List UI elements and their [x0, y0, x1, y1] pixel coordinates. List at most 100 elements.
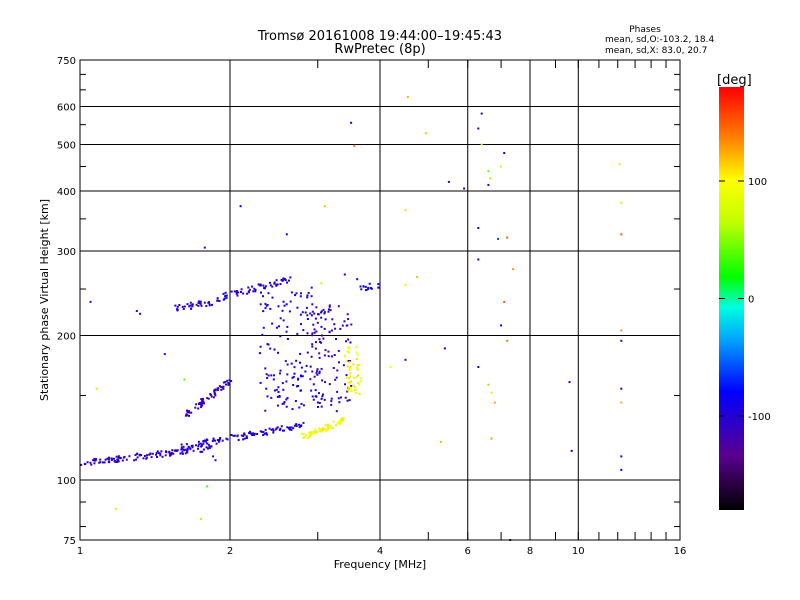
echo-point: [359, 380, 362, 383]
echo-point: [288, 310, 291, 313]
echo-point: [349, 365, 352, 368]
echo-point: [443, 347, 446, 350]
echo-point: [265, 373, 268, 376]
echo-point: [404, 209, 407, 212]
echo-point: [272, 429, 275, 432]
echo-point: [290, 362, 293, 365]
echo-point: [203, 402, 205, 405]
echo-point: [115, 455, 118, 458]
echo-point: [480, 143, 483, 146]
echo-point: [151, 452, 154, 455]
echo-point: [294, 400, 297, 402]
echo-point: [204, 439, 207, 442]
echo-point: [326, 426, 329, 429]
echo-point: [283, 304, 286, 307]
echo-point: [295, 359, 298, 362]
echo-point: [356, 382, 359, 384]
echo-point: [347, 381, 350, 384]
echo-point: [113, 457, 115, 460]
echo-point: [123, 455, 126, 458]
echo-point: [303, 436, 306, 439]
echo-point: [463, 187, 466, 190]
echo-point: [345, 359, 348, 362]
echo-point: [289, 276, 292, 279]
echo-point: [298, 423, 301, 426]
echo-point: [135, 458, 137, 461]
echo-point: [487, 183, 490, 186]
echo-point: [267, 292, 270, 295]
echo-point: [620, 455, 623, 458]
echo-point: [103, 461, 106, 464]
echo-point: [181, 447, 184, 450]
echo-point: [243, 433, 246, 436]
echo-point: [293, 424, 296, 427]
echo-point: [337, 421, 340, 424]
echo-point: [337, 305, 340, 308]
echo-point: [212, 455, 215, 458]
phase-stats-heading: Phases: [629, 25, 661, 35]
echo-point: [247, 286, 250, 289]
echo-point: [218, 385, 221, 388]
echo-point: [358, 383, 360, 386]
echo-point: [217, 387, 220, 390]
echo-point: [222, 292, 225, 295]
echo-point: [110, 457, 113, 460]
echo-point: [350, 380, 353, 383]
echo-point: [276, 404, 279, 407]
echo-point: [292, 375, 295, 378]
x-tick-label: 2: [227, 546, 233, 557]
echo-point: [280, 425, 283, 428]
echo-point: [310, 434, 312, 437]
echo-point: [284, 360, 287, 363]
echo-point: [305, 364, 308, 367]
echo-point: [346, 313, 349, 316]
echo-point: [199, 302, 202, 305]
echo-point: [275, 279, 278, 282]
echo-point: [335, 410, 338, 413]
echo-point: [246, 292, 249, 295]
echo-point: [250, 432, 252, 435]
echo-point: [318, 356, 321, 359]
echo-point: [212, 437, 215, 440]
x-tick-label: 4: [377, 546, 383, 557]
echo-point: [289, 300, 292, 303]
echo-point: [346, 350, 349, 353]
echo-point: [179, 452, 182, 455]
echo-point: [89, 300, 92, 303]
echo-point: [186, 451, 189, 454]
echo-point: [203, 301, 206, 304]
echo-point: [277, 351, 279, 354]
echo-point: [340, 417, 343, 420]
echo-point: [288, 279, 290, 282]
echo-point: [164, 450, 167, 453]
echo-point: [309, 312, 312, 315]
echo-point: [324, 349, 327, 352]
chart-title: Tromsø 20161008 19:44:00–19:45:43: [257, 29, 502, 44]
echo-point: [318, 338, 321, 341]
echo-point: [194, 406, 197, 409]
echo-point: [487, 170, 490, 173]
echo-point: [281, 309, 284, 312]
echo-point: [315, 306, 318, 309]
echo-point: [314, 395, 317, 398]
echo-point: [282, 277, 285, 280]
echo-point: [90, 463, 93, 466]
echo-point: [230, 434, 233, 436]
echo-point: [135, 310, 138, 312]
echo-point: [265, 432, 268, 435]
echo-point: [290, 428, 293, 431]
echo-point: [347, 386, 350, 389]
echo-point: [232, 434, 235, 437]
echo-point: [313, 328, 316, 331]
echo-point: [276, 326, 278, 329]
echo-point: [285, 303, 288, 306]
echo-point: [330, 400, 333, 403]
echo-point: [324, 381, 326, 384]
echo-point: [227, 383, 230, 386]
x-tick-label: 1: [77, 546, 83, 557]
echo-point: [302, 329, 305, 332]
echo-point: [306, 332, 309, 335]
echo-point: [323, 398, 326, 401]
echo-point: [311, 343, 314, 346]
echo-point: [335, 376, 338, 379]
